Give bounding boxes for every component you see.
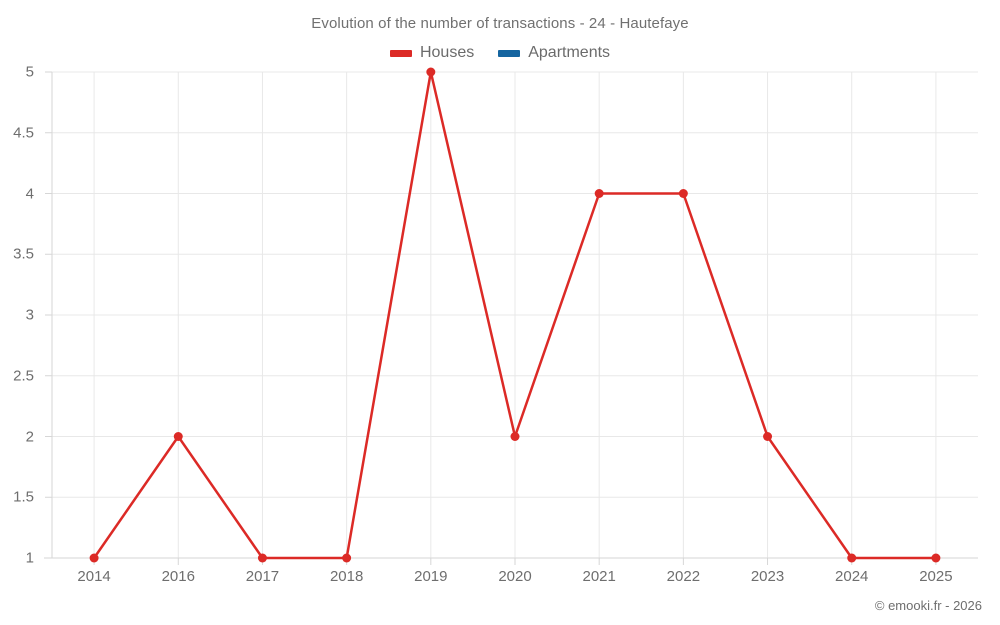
data-point-houses[interactable] — [594, 189, 604, 198]
data-point-houses[interactable] — [426, 67, 436, 77]
data-point-houses[interactable] — [510, 432, 520, 441]
y-tick-label: 5 — [25, 63, 34, 81]
y-tick-label: 4 — [25, 185, 34, 202]
legend-label-houses: Houses — [419, 44, 475, 61]
x-tick-label: 2016 — [161, 568, 195, 585]
data-point-houses[interactable] — [173, 432, 183, 441]
x-tick-label: 2020 — [498, 568, 532, 585]
y-tick-label: 2 — [25, 428, 34, 445]
x-tick-label: 2024 — [835, 568, 869, 585]
legend-label-apartments: Apartments — [528, 44, 611, 61]
legend-swatch-icon-houses — [389, 49, 412, 57]
legend-swatch-icon-apartments — [498, 49, 521, 57]
y-axis-labels: 1 1.5 2 2.5 3 3.5 4 4.5 5 — [0, 0, 44, 625]
x-tick-label: 2019 — [414, 568, 448, 585]
data-point-houses[interactable] — [257, 553, 267, 563]
data-point-houses[interactable] — [931, 553, 941, 563]
x-tick-label: 2025 — [919, 568, 953, 585]
y-tick-label: 4.5 — [13, 124, 34, 142]
x-tick-label: 2023 — [750, 568, 785, 585]
x-tick-label: 2022 — [666, 568, 701, 585]
legend-item-houses[interactable]: Houses — [389, 44, 475, 61]
chart-legend: Houses Apartments — [0, 45, 1000, 61]
data-point-houses[interactable] — [678, 189, 688, 198]
data-point-houses[interactable] — [847, 553, 857, 563]
axis-lines — [44, 71, 978, 565]
chart-title: Evolution of the number of transactions … — [311, 15, 689, 32]
y-tick-label: 2.5 — [13, 367, 34, 385]
y-tick-label: 1 — [25, 549, 34, 567]
data-point-houses[interactable] — [89, 553, 99, 563]
plot-area — [44, 67, 978, 565]
x-tick-label: 2017 — [245, 568, 280, 585]
x-tick-label: 2014 — [77, 568, 111, 585]
legend-item-apartments[interactable]: Apartments — [498, 45, 610, 61]
data-point-houses[interactable] — [342, 553, 352, 563]
y-tick-label: 1.5 — [13, 488, 34, 506]
grid-lines — [52, 71, 978, 559]
footer-credit: © emooki.fr - 2026 — [874, 598, 982, 613]
data-point-houses[interactable] — [763, 432, 773, 441]
y-tick-label: 3.5 — [13, 245, 34, 263]
x-tick-label: 2021 — [582, 568, 616, 585]
x-tick-label: 2018 — [329, 568, 364, 585]
y-tick-label: 3 — [25, 306, 34, 324]
plot-svg — [44, 67, 978, 565]
series-layer — [89, 67, 941, 563]
